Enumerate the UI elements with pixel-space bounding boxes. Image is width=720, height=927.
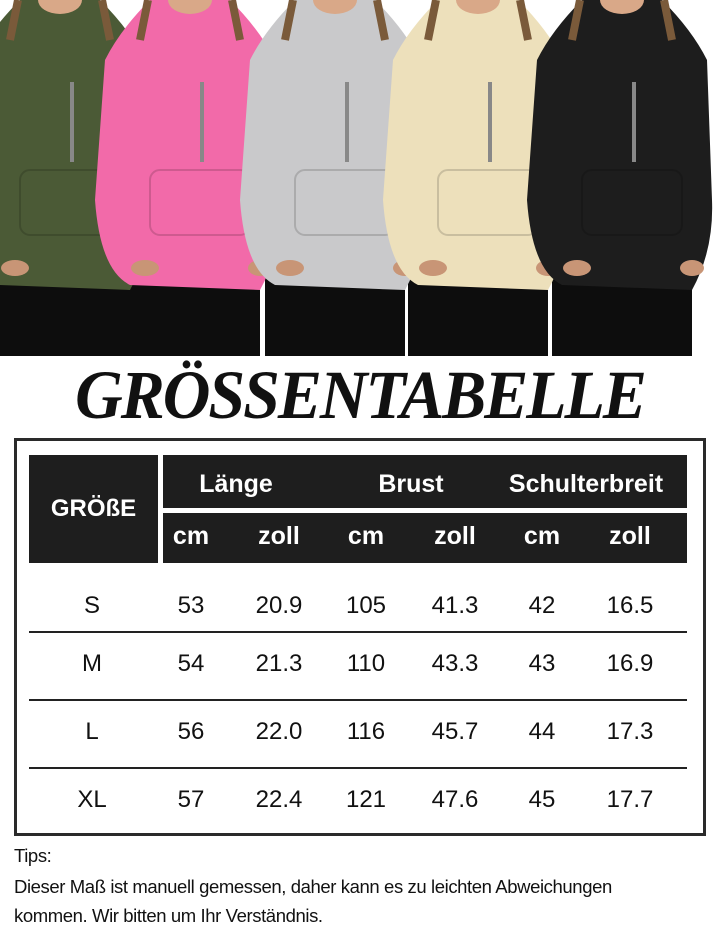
group-header-row xyxy=(163,455,687,508)
unit-header: zoll xyxy=(609,522,651,550)
tips-label: Tips: xyxy=(14,845,52,866)
value-cell: 45 xyxy=(528,786,556,813)
value-cell: 121 xyxy=(345,786,387,813)
row-divider xyxy=(29,699,687,701)
hoodie xyxy=(240,0,426,290)
hand xyxy=(419,260,447,276)
hand xyxy=(1,260,29,276)
unit-header: zoll xyxy=(434,522,476,550)
unit-header: cm xyxy=(172,522,210,550)
hoodie xyxy=(95,0,281,290)
neck xyxy=(456,0,500,14)
zipper xyxy=(488,82,492,162)
pocket xyxy=(581,169,683,236)
value-cell: 53 xyxy=(177,592,205,619)
neck xyxy=(313,0,357,14)
page-title: GRÖSSENTABELLE xyxy=(75,357,647,434)
hair xyxy=(6,0,114,41)
value-cell: 21.3 xyxy=(255,650,303,677)
hair xyxy=(424,0,532,41)
unit-header-row xyxy=(163,513,687,563)
size-table xyxy=(14,438,706,836)
hand xyxy=(131,260,159,276)
hair xyxy=(136,0,244,41)
zipper xyxy=(200,82,204,162)
zipper xyxy=(632,82,636,162)
row-divider xyxy=(29,631,687,633)
unit-header: zoll xyxy=(258,522,300,550)
hair xyxy=(568,0,676,41)
neck xyxy=(600,0,644,14)
hair xyxy=(281,0,389,41)
value-cell: 20.9 xyxy=(255,592,303,619)
size-cell: L xyxy=(85,718,99,745)
row-divider xyxy=(29,767,687,769)
unit-header: cm xyxy=(523,522,561,550)
hand xyxy=(563,260,591,276)
value-cell: 16.9 xyxy=(606,650,654,677)
neck xyxy=(168,0,212,14)
size-cell: XL xyxy=(77,786,107,813)
value-cell: 105 xyxy=(345,592,387,619)
tips-text-line1: Dieser Maß ist manuell gemessen, daher k… xyxy=(14,876,612,897)
value-cell: 44 xyxy=(528,718,556,745)
hoodie xyxy=(527,0,713,290)
zipper xyxy=(345,82,349,162)
value-cell: 17.7 xyxy=(606,786,654,813)
size-header: GRÖßE xyxy=(29,455,158,563)
unit-header: cm xyxy=(347,522,385,550)
value-cell: 116 xyxy=(346,718,386,745)
group-header: Schulterbreit xyxy=(508,470,664,498)
hand xyxy=(680,260,704,276)
value-cell: 22.0 xyxy=(255,718,303,745)
value-cell: 22.4 xyxy=(255,786,303,813)
value-cell: 43 xyxy=(528,650,556,677)
product-photo-hoodies xyxy=(0,0,713,356)
value-cell: 110 xyxy=(346,650,386,677)
value-cell: 17.3 xyxy=(606,718,654,745)
value-cell: 56 xyxy=(177,718,205,745)
value-cell: 45.7 xyxy=(431,718,479,745)
hoodie xyxy=(383,0,569,290)
zipper xyxy=(70,82,74,162)
value-cell: 54 xyxy=(177,650,205,677)
tips-text-line2: kommen. Wir bitten um Ihr Verständnis. xyxy=(14,905,323,926)
value-cell: 43.3 xyxy=(431,650,479,677)
group-header: Brust xyxy=(378,470,444,498)
neck xyxy=(38,0,82,14)
hand xyxy=(276,260,304,276)
value-cell: 16.5 xyxy=(606,592,654,619)
size-cell: S xyxy=(83,592,101,619)
value-cell: 47.6 xyxy=(431,786,479,813)
value-cell: 57 xyxy=(177,786,205,813)
group-header: Länge xyxy=(199,470,273,498)
value-cell: 42 xyxy=(528,592,556,619)
size-cell: M xyxy=(82,650,102,677)
value-cell: 41.3 xyxy=(431,592,479,619)
